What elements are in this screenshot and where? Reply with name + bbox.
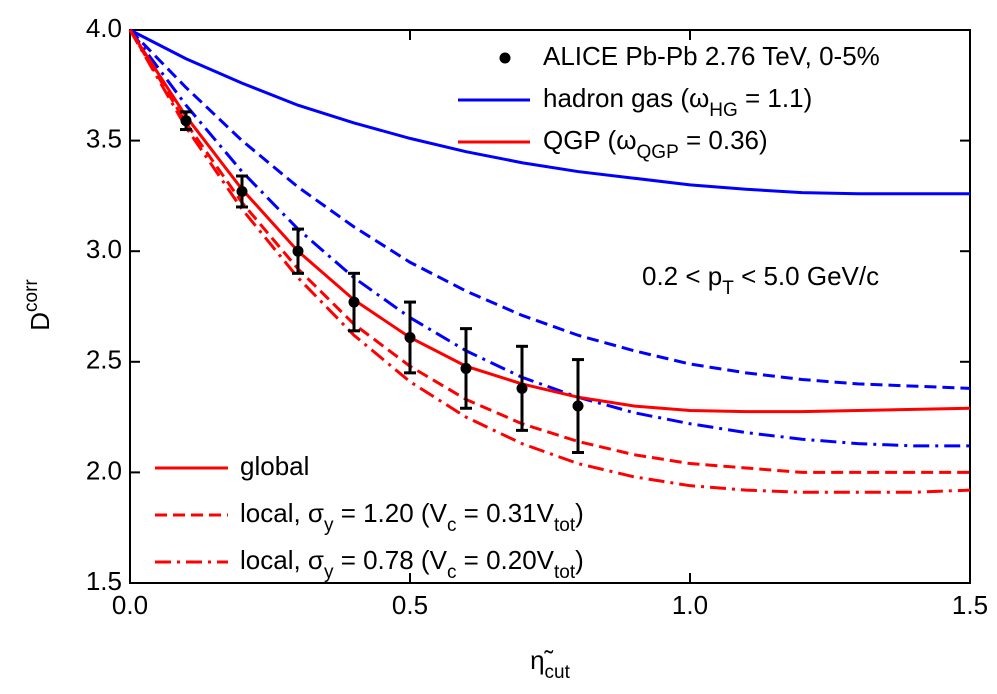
legend-label-part: hadron gas (ω <box>543 83 709 113</box>
x-tick-label: 1.0 <box>672 590 708 620</box>
legend-label-part: local, σ <box>240 545 324 575</box>
y-tick-label: 3.5 <box>86 123 122 153</box>
legend-label-part: = 0.36) <box>679 125 768 155</box>
x-tick-label: 0.5 <box>392 590 428 620</box>
x-axis-label: η̃cut <box>530 645 571 683</box>
annotation: 0.2 < pT < 5.0 GeV/c <box>642 261 879 299</box>
annotation-part: 0.2 < p <box>642 261 722 291</box>
legend-label-part: = 0.31V <box>456 498 554 528</box>
legend-label-part: c <box>447 562 457 583</box>
data-point <box>404 331 416 343</box>
data-point <box>348 296 360 308</box>
legend-label-part: ) <box>575 498 584 528</box>
y-tick-label: 3.0 <box>86 234 122 264</box>
legend-label: ALICE Pb-Pb 2.76 TeV, 0-5% <box>543 41 880 71</box>
legend-marker <box>499 52 511 64</box>
curve <box>128 29 970 448</box>
legend-label: local, σy = 0.78 (Vc = 0.20Vtot) <box>240 545 584 583</box>
y-axis-label-part: corr <box>21 279 42 312</box>
x-tick-label: 1.5 <box>952 590 988 620</box>
legend-label: global <box>240 451 309 481</box>
legend-label-part: tot <box>554 515 576 536</box>
legend-label-part: = 1.1) <box>738 83 812 113</box>
legend-label-part: ALICE Pb-Pb 2.76 TeV, 0-5% <box>543 41 880 71</box>
x-tick-label: 0.0 <box>112 590 148 620</box>
y-axis-label: Dcorr <box>21 279 55 331</box>
legend-label: hadron gas (ωHG = 1.1) <box>543 83 812 121</box>
legend-label-part: = 1.20 (V <box>333 498 447 528</box>
curve <box>128 29 970 474</box>
data-point <box>460 362 472 374</box>
curve <box>128 29 971 494</box>
x-axis-label-part: cut <box>545 662 571 683</box>
legend-label: QGP (ωQGP = 0.36) <box>543 125 768 163</box>
data-point <box>180 115 192 127</box>
legend-label-part: y <box>324 515 334 536</box>
legend-label-part: global <box>240 451 309 481</box>
legend-label-part: c <box>447 515 457 536</box>
data-point <box>516 382 528 394</box>
data-point <box>292 245 304 257</box>
legend-label-part: QGP <box>637 142 679 163</box>
legend-label-part: y <box>324 562 334 583</box>
curve <box>129 28 970 196</box>
data-point <box>572 400 584 412</box>
annotation-part: < 5.0 GeV/c <box>734 261 879 291</box>
legend-label-part: tot <box>554 562 576 583</box>
y-tick-label: 4.0 <box>86 13 122 43</box>
y-tick-label: 1.5 <box>86 566 122 596</box>
legend-label-part: = 0.20V <box>456 545 554 575</box>
legend-label-part: = 0.78 (V <box>333 545 447 575</box>
y-tick-label: 2.0 <box>86 455 122 485</box>
y-tick-label: 2.5 <box>86 345 122 375</box>
data-point <box>236 185 248 197</box>
curve <box>128 29 971 414</box>
legend-label-part: QGP (ω <box>543 125 637 155</box>
legend-label-part: HG <box>709 100 738 121</box>
y-axis-label-part: D <box>25 312 55 331</box>
legend-label-part: ) <box>575 545 584 575</box>
annotation-part: T <box>722 278 734 299</box>
legend-label: local, σy = 1.20 (Vc = 0.31Vtot) <box>240 498 584 536</box>
legend-label-part: local, σ <box>240 498 324 528</box>
plot-frame <box>129 29 971 584</box>
